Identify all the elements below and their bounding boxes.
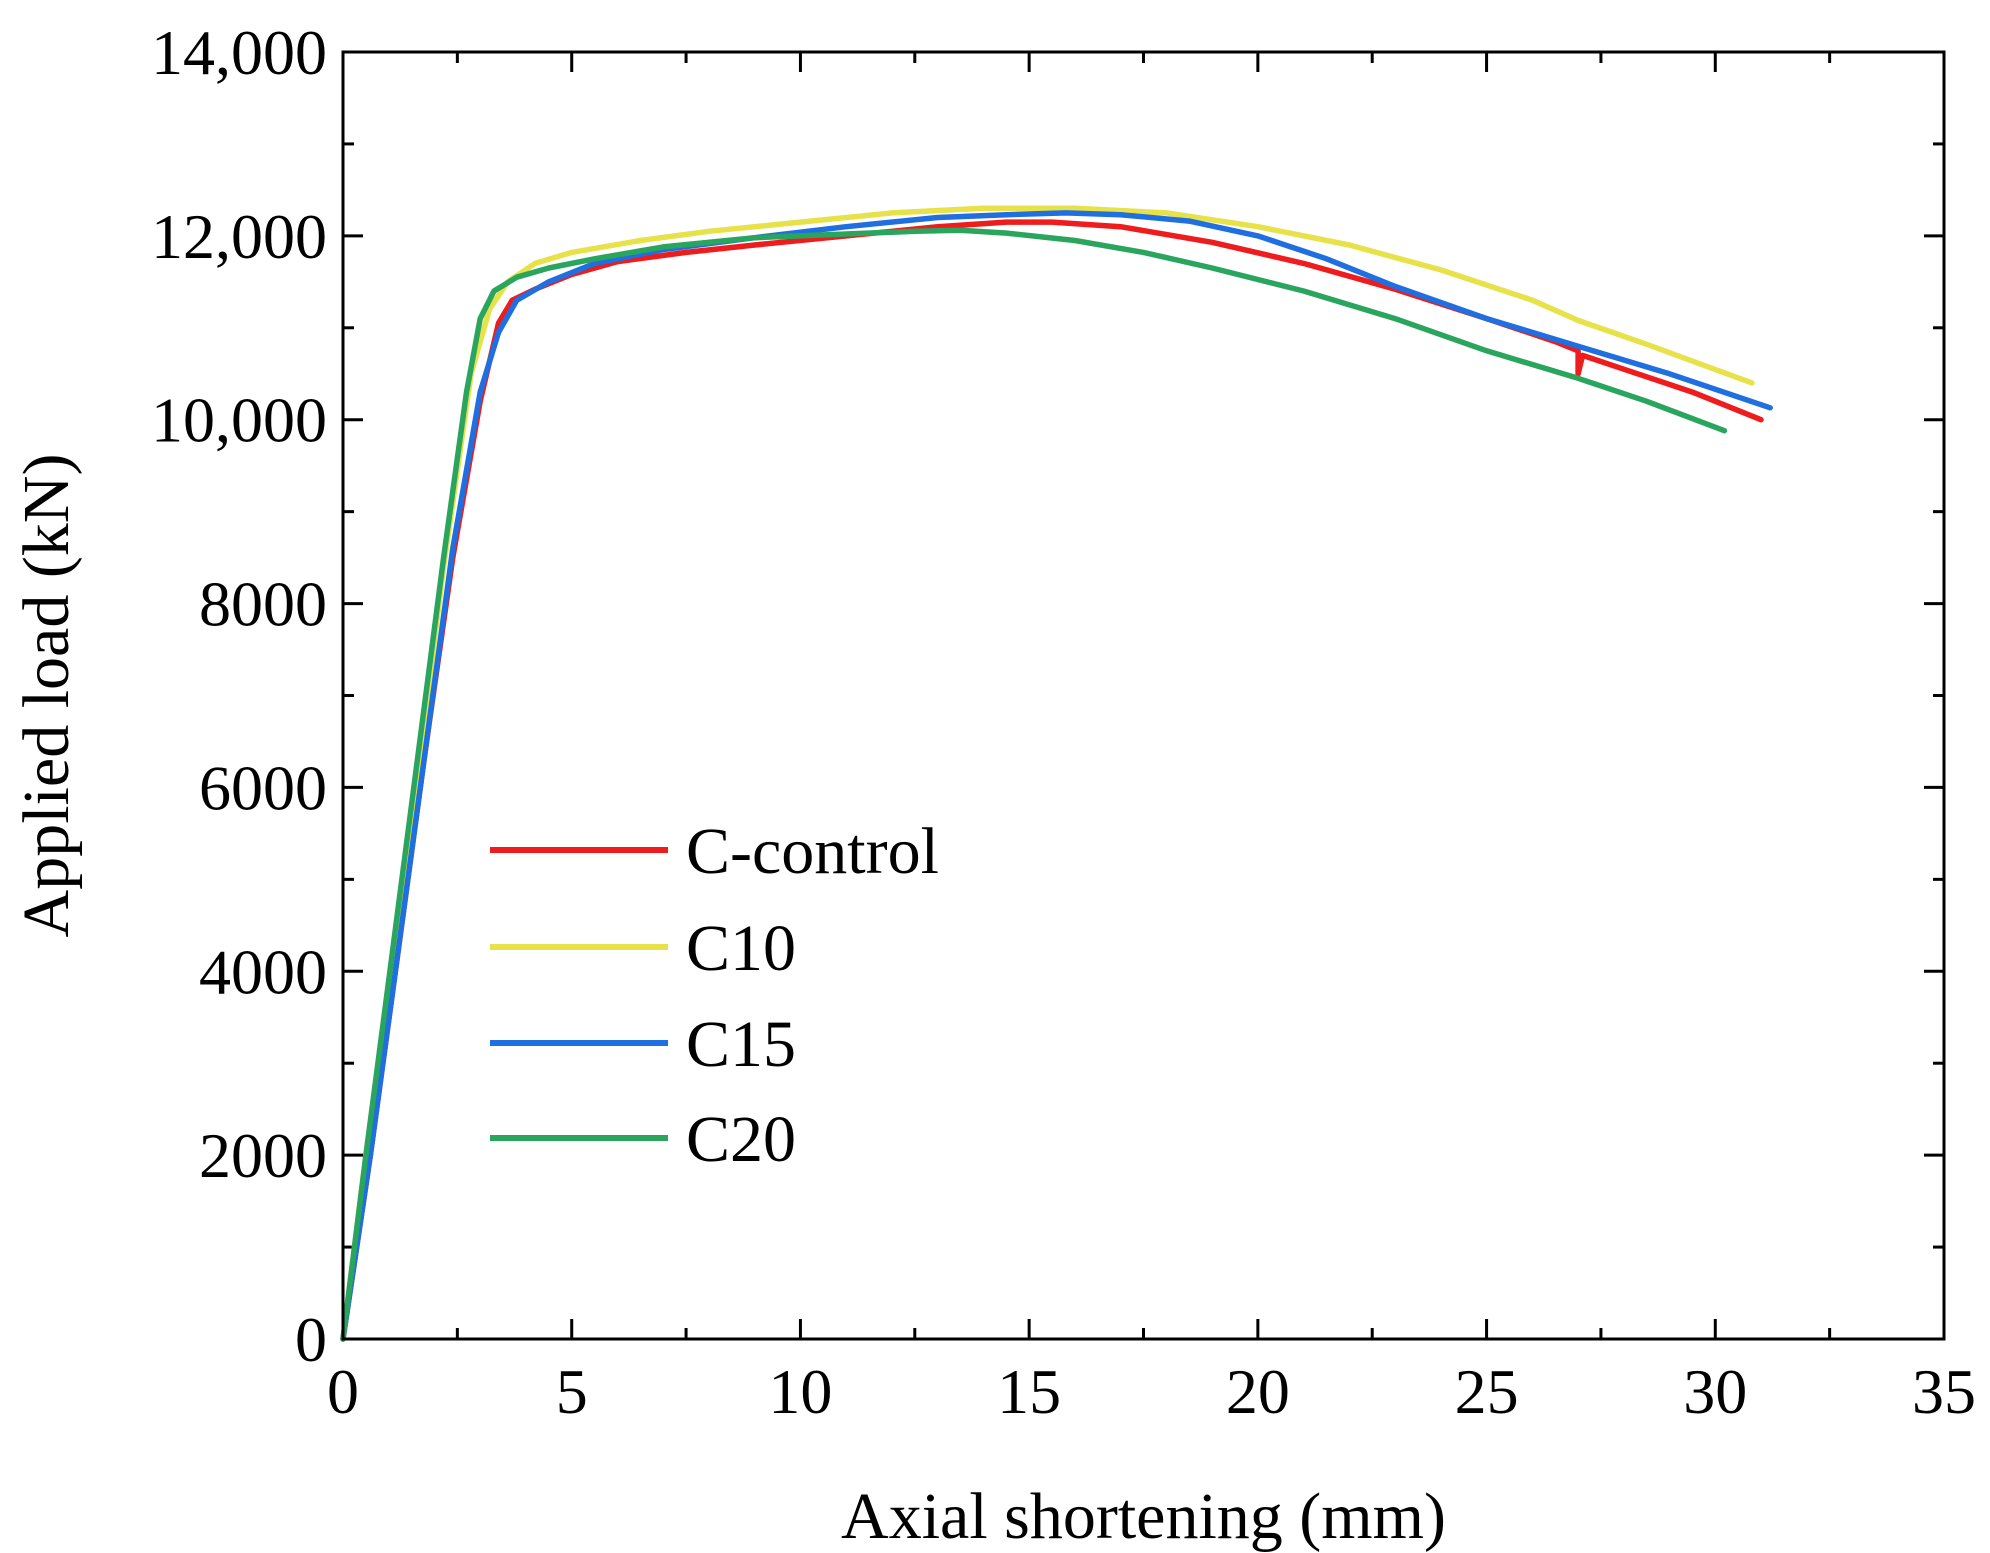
series-line-c10 [340, 205, 1755, 1342]
y-axis-title: Applied load (kN) [10, 454, 83, 938]
series-line-c15 [340, 210, 1773, 1342]
y-tick-label: 6000 [199, 752, 327, 823]
y-tick-label: 14,000 [151, 17, 327, 88]
tick-labels: 0 5 10 15 20 25 30 35 0 2000 4000 6000 8000 10,000 12,… [151, 17, 1976, 1427]
x-tick-label: 30 [1683, 1356, 1747, 1427]
y-tick-label: 12,000 [151, 201, 327, 272]
legend-label-c20: C20 [686, 1103, 796, 1176]
x-tick-label: 15 [997, 1356, 1061, 1427]
series-line-c-control [340, 219, 1764, 1342]
y-tick-label: 4000 [199, 936, 327, 1007]
x-tick-label: 35 [1912, 1356, 1976, 1427]
legend-label-c15: C15 [686, 1008, 796, 1081]
x-tick-label: 20 [1226, 1356, 1290, 1427]
legend: C-control C10 C15 C20 [490, 815, 939, 1176]
y-tick-label: 10,000 [151, 385, 327, 456]
series-line-c20 [340, 227, 1728, 1342]
y-tick-label: 8000 [199, 569, 327, 640]
x-tick-label: 10 [768, 1356, 832, 1427]
series-lines [340, 205, 1773, 1342]
legend-label-c-control: C-control [686, 815, 939, 888]
x-tick-label: 5 [556, 1356, 588, 1427]
legend-label-c10: C10 [686, 912, 796, 985]
y-tick-label: 2000 [199, 1120, 327, 1191]
y-tick-label: 0 [295, 1304, 327, 1375]
x-tick-label: 25 [1455, 1356, 1519, 1427]
tick-marks [341, 50, 1946, 1341]
x-axis-title: Axial shortening (mm) [841, 1480, 1446, 1553]
plot-frame [341, 50, 1946, 1341]
x-tick-label: 0 [327, 1356, 359, 1427]
